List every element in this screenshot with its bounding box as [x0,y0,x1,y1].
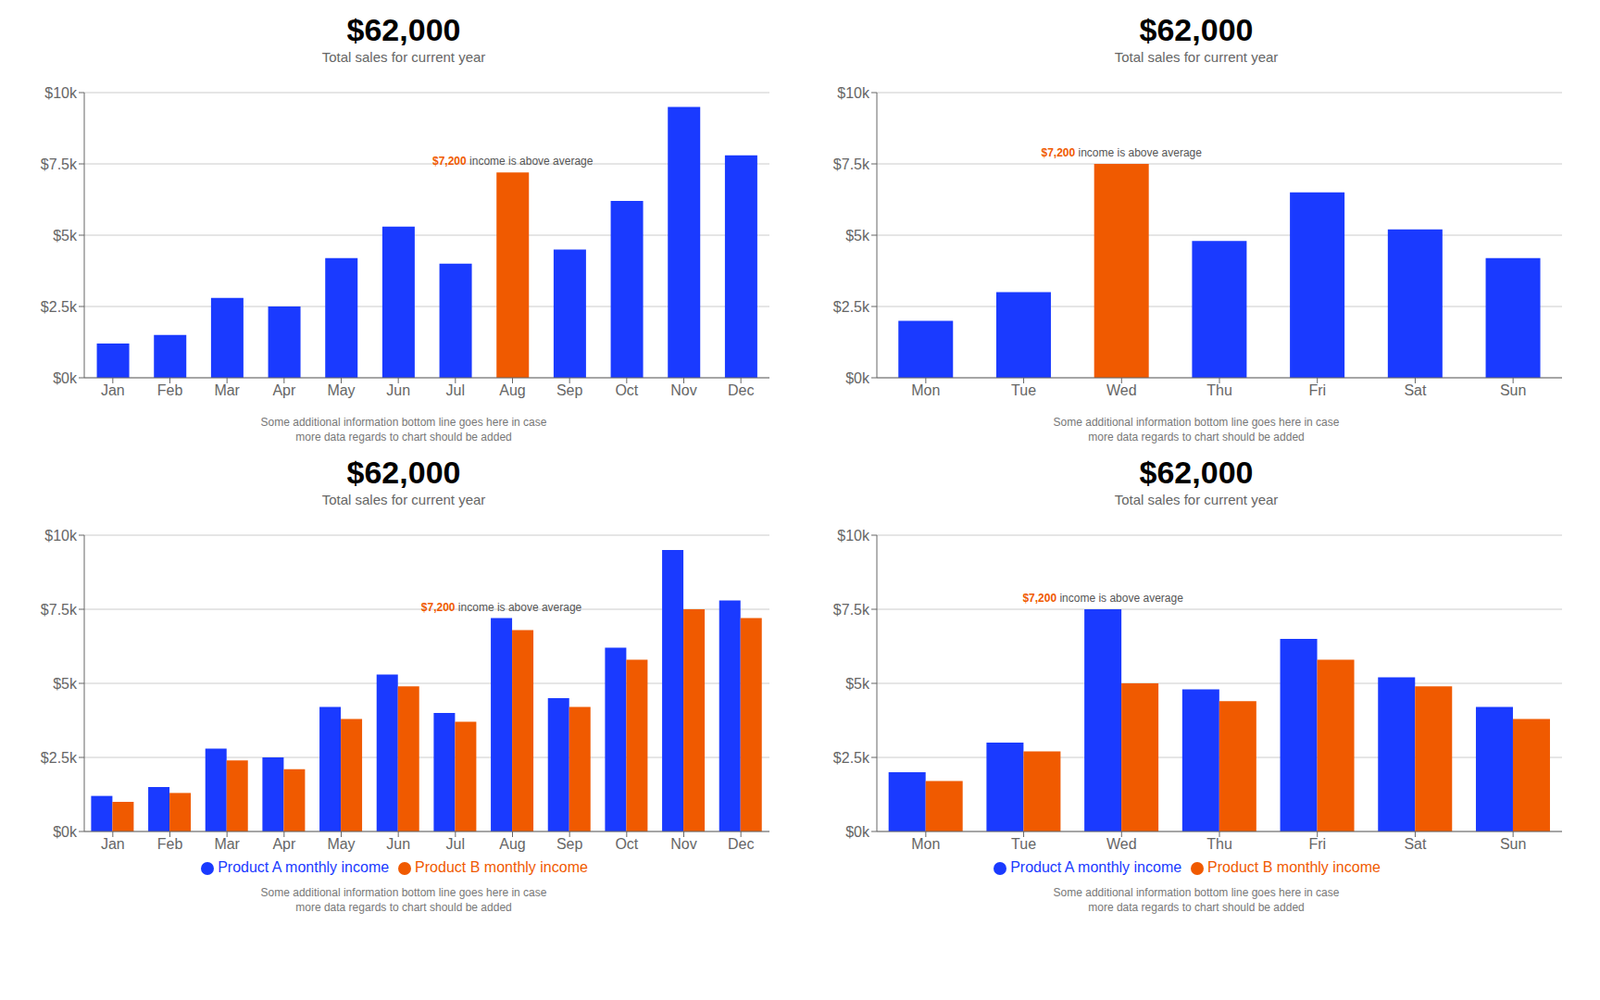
svg-text:$5k: $5k [845,227,871,244]
svg-text:$0k: $0k [52,370,78,387]
svg-text:$7,200 income is above average: $7,200 income is above average [1022,591,1184,605]
svg-text:Dec: Dec [727,382,754,399]
svg-text:Jan: Jan [100,382,125,399]
svg-text:May: May [326,382,355,399]
svg-text:Aug: Aug [499,382,525,399]
svg-text:Feb: Feb [157,836,184,852]
svg-text:Wed: Wed [1106,382,1138,399]
svg-text:$10k: $10k [44,85,78,101]
svg-text:Nov: Nov [670,836,697,852]
html-text:Some additional information bo: Some additional information bottom line … [1053,886,1340,900]
svg-text:$0k: $0k [845,370,871,387]
svg-text:Sep: Sep [556,836,584,852]
html-text:Some additional information bo: Some additional information bottom line … [260,415,547,429]
svg-text:Jan: Jan [100,836,125,852]
html-text:Product B monthly income: Product B monthly income [414,859,588,875]
svg-text:Sun: Sun [1500,836,1526,852]
svg-text:Tue: Tue [1011,382,1037,399]
svg-text:Feb: Feb [157,382,184,399]
svg-text:Mon: Mon [911,382,940,399]
svg-text:Nov: Nov [670,382,697,399]
svg-text:Mar: Mar [213,382,240,399]
svg-text:Fri: Fri [1308,382,1326,399]
svg-text:$7,200 income is above average: $7,200 income is above average [1040,146,1202,160]
svg-text:$10k: $10k [837,527,871,544]
svg-text:$5k: $5k [845,675,871,692]
svg-text:Dec: Dec [727,836,754,852]
svg-text:Thu: Thu [1206,382,1233,399]
svg-text:$2.5k: $2.5k [40,299,78,315]
svg-text:$0k: $0k [845,824,871,840]
svg-text:$2.5k: $2.5k [833,750,871,766]
html-text:more data regards to chart sho: more data regards to chart should be add… [1088,430,1305,444]
svg-text:Oct: Oct [614,382,638,399]
svg-text:$7.5k: $7.5k [833,156,871,173]
svg-text:$2.5k: $2.5k [40,750,78,766]
html-text:Product A monthly income: Product A monthly income [1010,859,1182,875]
svg-text:Fri: Fri [1308,836,1326,852]
svg-text:Jun: Jun [386,836,411,852]
svg-text:$5k: $5k [52,227,78,244]
html-text:Total sales for current year: Total sales for current year [1114,49,1279,65]
svg-text:Aug: Aug [499,836,525,852]
svg-text:$5k: $5k [52,675,78,692]
svg-text:Jul: Jul [446,382,465,399]
svg-text:Sun: Sun [1500,382,1526,399]
html-text:$62,000: $62,000 [1139,12,1254,48]
html-text:Some additional information bo: Some additional information bottom line … [260,886,547,900]
html-text:$62,000: $62,000 [346,454,461,490]
svg-text:$7.5k: $7.5k [40,156,78,173]
svg-text:Sat: Sat [1403,382,1427,399]
svg-text:$10k: $10k [837,85,871,101]
html-text:more data regards to chart sho: more data regards to chart should be add… [295,430,512,444]
svg-text:Mon: Mon [911,836,940,852]
svg-text:$0k: $0k [52,824,78,840]
html-text:Product B monthly income: Product B monthly income [1207,859,1381,875]
svg-text:$10k: $10k [44,527,78,544]
svg-text:$7.5k: $7.5k [40,601,78,618]
html-text:Product A monthly income: Product A monthly income [217,859,389,875]
html-text:Total sales for current year: Total sales for current year [321,491,486,508]
svg-text:Apr: Apr [272,382,297,399]
svg-text:$7.5k: $7.5k [833,601,871,618]
html-text:$62,000: $62,000 [1139,454,1254,490]
svg-text:Jul: Jul [446,836,465,852]
html-text:$62,000: $62,000 [346,12,461,48]
svg-text:Jun: Jun [386,382,411,399]
svg-text:Sep: Sep [556,382,584,399]
html-text:more data regards to chart sho: more data regards to chart should be add… [1088,900,1305,914]
svg-text:Sat: Sat [1403,836,1427,852]
svg-text:Tue: Tue [1011,836,1037,852]
svg-text:Wed: Wed [1106,836,1138,852]
html-text:more data regards to chart sho: more data regards to chart should be add… [295,900,512,914]
svg-text:Mar: Mar [213,836,240,852]
html-text:Some additional information bo: Some additional information bottom line … [1053,415,1340,429]
svg-text:Thu: Thu [1206,836,1233,852]
svg-text:$2.5k: $2.5k [833,299,871,315]
html-text:Total sales for current year: Total sales for current year [1114,491,1279,508]
svg-text:$7,200 income is above average: $7,200 income is above average [432,154,594,168]
svg-text:Apr: Apr [272,836,297,852]
svg-text:$7,200 income is above average: $7,200 income is above average [421,600,583,614]
html-text:Total sales for current year: Total sales for current year [321,49,486,65]
svg-text:Oct: Oct [614,836,638,852]
svg-text:May: May [326,836,355,852]
